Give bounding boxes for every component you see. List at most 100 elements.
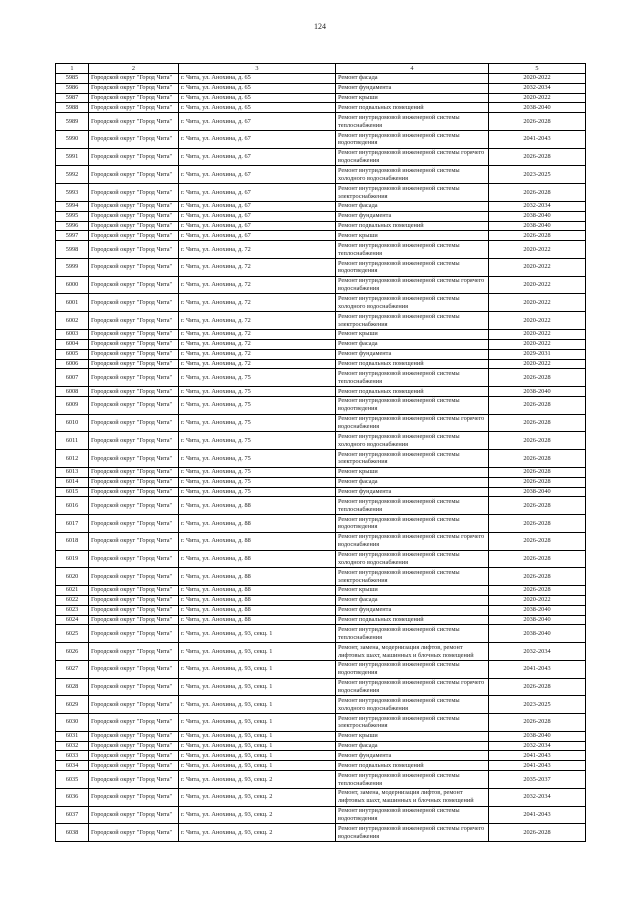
- cell-work-type: Ремонт внутридомовой инженерной системы …: [335, 293, 489, 313]
- cell-index: 5988: [55, 102, 89, 114]
- cell-municipality: Городской округ "Город Чита": [88, 659, 179, 679]
- cell-municipality: Городской округ "Город Чита": [88, 614, 179, 626]
- cell-work-type: Ремонт внутридомовой инженерной системы …: [335, 147, 489, 167]
- cell-work-type: Ремонт внутридомовой инженерной системы …: [335, 183, 489, 202]
- cell-work-type: Ремонт подвальных помещений: [335, 358, 489, 370]
- cell-municipality: Городской округ "Город Чита": [88, 165, 179, 185]
- table-row: 6037 Городской округ "Город Чита" г. Чита,…: [55, 805, 586, 825]
- cell-work-type: Ремонт внутридомовой инженерной системы …: [335, 770, 489, 789]
- cell-period: 2041-2043: [488, 760, 586, 772]
- cell-work-type: Ремонт подвальных помещений: [335, 220, 489, 232]
- cell-index: 6036: [55, 787, 89, 807]
- cell-address: г. Чита, ул. Анохина, д. 88: [178, 604, 336, 616]
- cell-index: 6012: [55, 449, 89, 468]
- cell-index: 5996: [55, 220, 89, 232]
- cell-index: 6002: [55, 311, 89, 330]
- cell-municipality: Городской округ "Город Чита": [88, 466, 179, 478]
- cell-address: г. Чита, ул. Анохина, д. 75: [178, 395, 336, 415]
- table-row: 6030 Городской округ "Город Чита" г. Чита,…: [55, 713, 586, 732]
- cell-municipality: Городской округ "Город Чита": [88, 449, 179, 468]
- cell-work-type: Ремонт внутридомовой инженерной системы …: [335, 805, 489, 825]
- table-row: 6023 Городской округ "Город Чита" г. Чита,…: [55, 604, 586, 616]
- cell-work-type: Ремонт крыши: [335, 466, 489, 478]
- cell-work-type: Ремонт внутридомовой инженерной системы …: [335, 677, 489, 697]
- cell-work-type: Ремонт внутридомовой инженерной системы …: [335, 549, 489, 569]
- table-header-row: 1 2 3 4 5: [55, 63, 586, 74]
- cell-period: 2020-2022: [488, 311, 586, 330]
- table-row: 6005 Городской округ "Город Чита" г. Чита,…: [55, 348, 586, 360]
- cell-period: 2026-2028: [488, 496, 586, 516]
- cell-municipality: Городской округ "Город Чита": [88, 395, 179, 415]
- cell-municipality: Городской округ "Город Чита": [88, 220, 179, 232]
- cell-municipality: Городской округ "Город Чита": [88, 713, 179, 732]
- cell-period: 2032-2034: [488, 787, 586, 807]
- table-row: 6022 Городской округ "Город Чита" г. Чита,…: [55, 594, 586, 606]
- cell-period: 2020-2022: [488, 258, 586, 277]
- cell-address: г. Чита, ул. Анохина, д. 72: [178, 338, 336, 350]
- cell-index: 5999: [55, 258, 89, 277]
- cell-period: 2038-2040: [488, 386, 586, 397]
- cell-work-type: Ремонт фасада: [335, 338, 489, 350]
- cell-period: 2023-2025: [488, 165, 586, 185]
- cell-address: г. Чита, ул. Анохина, д. 67: [178, 130, 336, 149]
- cell-index: 6032: [55, 740, 89, 752]
- cell-period: 2026-2028: [488, 147, 586, 167]
- cell-work-type: Ремонт внутридомовой инженерной системы …: [335, 713, 489, 732]
- cell-period: 2038-2040: [488, 730, 586, 742]
- cell-address: г. Чита, ул. Анохина, д. 72: [178, 358, 336, 370]
- column-header-work-type: 4: [335, 63, 489, 74]
- cell-address: г. Чита, ул. Анохина, д. 93, секц. 1: [178, 677, 336, 697]
- cell-municipality: Городской округ "Город Чита": [88, 147, 179, 167]
- cell-index: 5994: [55, 200, 89, 212]
- repairs-table: 1 2 3 4 5 5985 Городской округ "Город Чит…: [55, 63, 586, 843]
- cell-index: 6000: [55, 275, 89, 295]
- cell-address: г. Чита, ул. Анохина, д. 88: [178, 531, 336, 551]
- cell-work-type: Ремонт внутридомовой инженерной системы …: [335, 368, 489, 388]
- table-row: 6008 Городской округ "Город Чита" г. Чита,…: [55, 386, 586, 397]
- cell-period: 2026-2028: [488, 230, 586, 242]
- cell-address: г. Чита, ул. Анохина, д. 72: [178, 240, 336, 260]
- table-row: 6015 Городской округ "Город Чита" г. Чита,…: [55, 486, 586, 498]
- table-row: 6017 Городской округ "Город Чита" г. Чита,…: [55, 514, 586, 533]
- cell-index: 6009: [55, 395, 89, 415]
- table-row: 6024 Городской округ "Город Чита" г. Чита,…: [55, 614, 586, 626]
- table-row: 6014 Городской округ "Город Чита" г. Чита,…: [55, 476, 586, 488]
- cell-index: 6035: [55, 770, 89, 789]
- table-row: 6018 Городской округ "Город Чита" г. Чита,…: [55, 531, 586, 551]
- cell-address: г. Чита, ул. Анохина, д. 67: [178, 220, 336, 232]
- cell-index: 6001: [55, 293, 89, 313]
- cell-municipality: Городской округ "Город Чита": [88, 431, 179, 451]
- table-row: 6004 Городской округ "Город Чита" г. Чита,…: [55, 338, 586, 350]
- cell-address: г. Чита, ул. Анохина, д. 75: [178, 386, 336, 397]
- cell-municipality: Городской округ "Город Чита": [88, 624, 179, 644]
- cell-index: 5998: [55, 240, 89, 260]
- cell-period: 2020-2022: [488, 293, 586, 313]
- cell-address: г. Чита, ул. Анохина, д. 72: [178, 293, 336, 313]
- cell-municipality: Городской округ "Город Чита": [88, 92, 179, 104]
- cell-index: 5986: [55, 82, 89, 94]
- cell-period: 2020-2022: [488, 92, 586, 104]
- cell-period: 2020-2022: [488, 358, 586, 370]
- cell-municipality: Городской округ "Город Чита": [88, 311, 179, 330]
- page-number: 124: [314, 22, 326, 31]
- table-row: 6036 Городской округ "Город Чита" г. Чита,…: [55, 787, 586, 807]
- cell-index: 5989: [55, 112, 89, 132]
- cell-municipality: Городской округ "Город Чита": [88, 750, 179, 762]
- column-header-index: 1: [55, 63, 89, 74]
- cell-period: 2035-2037: [488, 770, 586, 789]
- cell-address: г. Чита, ул. Анохина, д. 93, секц. 1: [178, 740, 336, 752]
- cell-work-type: Ремонт подвальных помещений: [335, 614, 489, 626]
- cell-municipality: Городской округ "Город Чита": [88, 258, 179, 277]
- cell-municipality: Городской округ "Город Чита": [88, 183, 179, 202]
- cell-index: 6024: [55, 614, 89, 626]
- cell-index: 6030: [55, 713, 89, 732]
- table-row: 5995 Городской округ "Город Чита" г. Чита,…: [55, 210, 586, 222]
- cell-index: 5992: [55, 165, 89, 185]
- cell-index: 6007: [55, 368, 89, 388]
- cell-index: 6003: [55, 328, 89, 340]
- cell-index: 6031: [55, 730, 89, 742]
- cell-municipality: Городской округ "Город Чита": [88, 102, 179, 114]
- cell-address: г. Чита, ул. Анохина, д. 88: [178, 514, 336, 533]
- table-row: 5996 Городской округ "Город Чита" г. Чита,…: [55, 220, 586, 232]
- cell-work-type: Ремонт фундамента: [335, 750, 489, 762]
